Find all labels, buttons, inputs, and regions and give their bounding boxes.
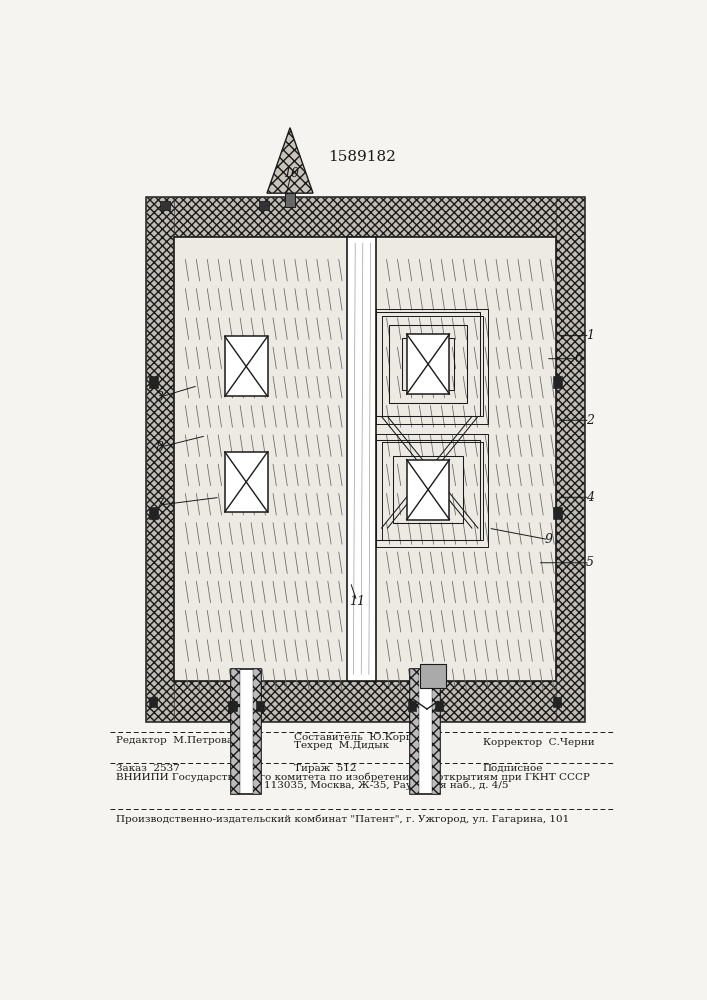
Text: 1: 1 xyxy=(585,329,594,342)
Bar xyxy=(160,201,170,210)
Bar xyxy=(225,336,267,396)
Text: Производственно-издательский комбинат "Патент", г. Ужгород, ул. Гагарина, 101: Производственно-издательский комбинат "П… xyxy=(116,814,569,824)
Bar xyxy=(553,697,561,707)
Bar xyxy=(411,473,445,506)
Bar xyxy=(393,456,463,523)
Bar xyxy=(376,312,480,416)
Bar xyxy=(256,701,264,711)
Bar xyxy=(148,376,158,388)
Bar xyxy=(146,681,584,721)
Text: Тираж  512: Тираж 512 xyxy=(294,764,356,773)
Text: 5: 5 xyxy=(585,556,594,569)
Bar xyxy=(415,351,441,377)
Bar xyxy=(231,669,262,794)
Bar xyxy=(389,325,467,403)
Bar xyxy=(148,697,157,707)
Text: Редактор  М.Петрова: Редактор М.Петрова xyxy=(116,736,233,745)
Bar xyxy=(376,440,480,540)
Text: Составитель  Ю.Коршунов: Составитель Ю.Коршунов xyxy=(294,733,440,742)
Bar xyxy=(148,507,158,519)
Text: ВНИИПИ Государственного комитета по изобретениям и открытиям при ГКНТ СССР: ВНИИПИ Государственного комитета по изоб… xyxy=(116,772,590,782)
Bar xyxy=(225,452,267,512)
Bar xyxy=(420,664,446,688)
Bar xyxy=(284,193,296,207)
Bar xyxy=(410,669,440,794)
Bar xyxy=(253,669,262,794)
Bar xyxy=(410,669,419,794)
Bar xyxy=(407,334,450,394)
Text: 8: 8 xyxy=(156,441,163,454)
Bar xyxy=(556,197,584,721)
Bar xyxy=(402,338,454,390)
Text: 4: 4 xyxy=(585,491,594,504)
Bar xyxy=(175,237,556,681)
Text: Заказ  2537: Заказ 2537 xyxy=(116,764,180,773)
Text: Подписное: Подписное xyxy=(483,764,543,773)
Bar xyxy=(407,460,450,520)
Text: 11: 11 xyxy=(349,595,365,608)
Bar xyxy=(347,237,375,681)
Text: Корректор  С.Черни: Корректор С.Черни xyxy=(483,738,595,747)
Bar xyxy=(146,197,175,721)
Text: 1589182: 1589182 xyxy=(328,150,397,164)
Text: 10: 10 xyxy=(283,167,299,180)
Bar xyxy=(175,237,556,681)
Bar xyxy=(553,507,561,519)
Text: 6: 6 xyxy=(575,352,583,365)
Bar xyxy=(146,197,584,237)
Polygon shape xyxy=(267,128,313,193)
Bar xyxy=(407,701,416,711)
Bar xyxy=(435,701,443,711)
Bar xyxy=(231,669,240,794)
Bar xyxy=(553,376,561,388)
Text: 9: 9 xyxy=(544,533,553,546)
Text: 113035, Москва, Ж-35, Раушская наб., д. 4/5: 113035, Москва, Ж-35, Раушская наб., д. … xyxy=(264,781,508,790)
Bar xyxy=(432,669,440,794)
Text: 2: 2 xyxy=(585,414,594,427)
Bar xyxy=(228,701,237,711)
Text: Техред  М.Дидык: Техред М.Дидык xyxy=(294,741,389,750)
Text: 7: 7 xyxy=(156,498,163,512)
Bar xyxy=(259,201,269,210)
Text: 3: 3 xyxy=(156,391,163,404)
Bar xyxy=(146,197,584,721)
